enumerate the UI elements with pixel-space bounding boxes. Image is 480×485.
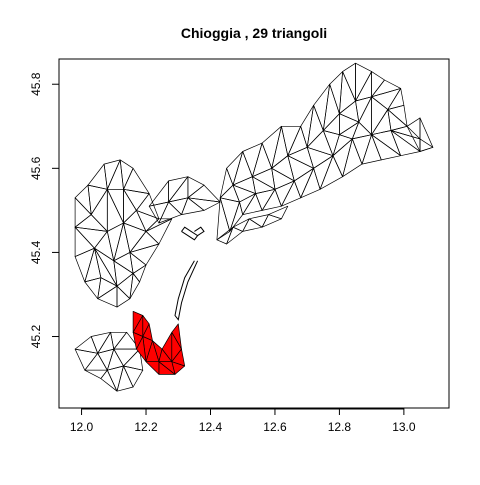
mesh-region-north-coast	[216, 62, 434, 241]
mesh-region-lagoon-strip	[148, 176, 221, 224]
mesh-triangle	[287, 155, 314, 182]
mesh-region-lido-strip	[216, 205, 289, 245]
highlighted-triangle	[132, 331, 144, 350]
y-tick-label: 45.2	[29, 325, 43, 349]
mesh-triangle	[94, 247, 118, 287]
mesh-layer	[74, 62, 434, 392]
coastline-pellestrina-barrier	[174, 260, 199, 321]
x-tick-label: 13.0	[392, 420, 416, 434]
x-tick-label: 12.2	[134, 420, 158, 434]
mesh-triangle	[232, 184, 256, 203]
mesh-triangle	[158, 201, 182, 224]
y-tick-label: 45.4	[29, 240, 43, 264]
highlighted-triangle	[158, 361, 176, 375]
chart-title: Chioggia , 29 triangoli	[181, 25, 327, 41]
mesh-triangle	[268, 205, 289, 220]
y-axis: 45.2 45.4 45.6 45.8	[29, 72, 60, 349]
x-tick-label: 12.8	[328, 420, 352, 434]
y-tick-label: 45.8	[29, 72, 43, 96]
y-tick-label: 45.6	[29, 156, 43, 180]
mesh-triangle	[219, 197, 240, 232]
mesh-region-chioggia	[132, 310, 186, 375]
mesh-region-south-mainland	[74, 331, 144, 392]
mesh-region-west-mainland	[74, 159, 173, 308]
mesh-triangle	[271, 167, 295, 190]
mesh-triangle	[106, 348, 124, 371]
x-tick-label: 12.4	[199, 420, 223, 434]
x-axis: 12.0 12.2 12.4 12.6 12.8 13.0	[70, 408, 416, 434]
highlighted-triangle	[145, 361, 160, 375]
coastline-venice-islands-2	[194, 226, 205, 237]
mesh-triangle	[306, 146, 334, 169]
mesh-triangle	[371, 109, 392, 136]
mesh-triangle	[252, 176, 276, 194]
x-tick-label: 12.0	[70, 420, 94, 434]
x-tick-label: 12.6	[263, 420, 287, 434]
mesh-triangle	[332, 134, 353, 157]
mesh-region-north-coast-east-tip	[406, 117, 434, 152]
mesh-triangle	[419, 117, 434, 152]
